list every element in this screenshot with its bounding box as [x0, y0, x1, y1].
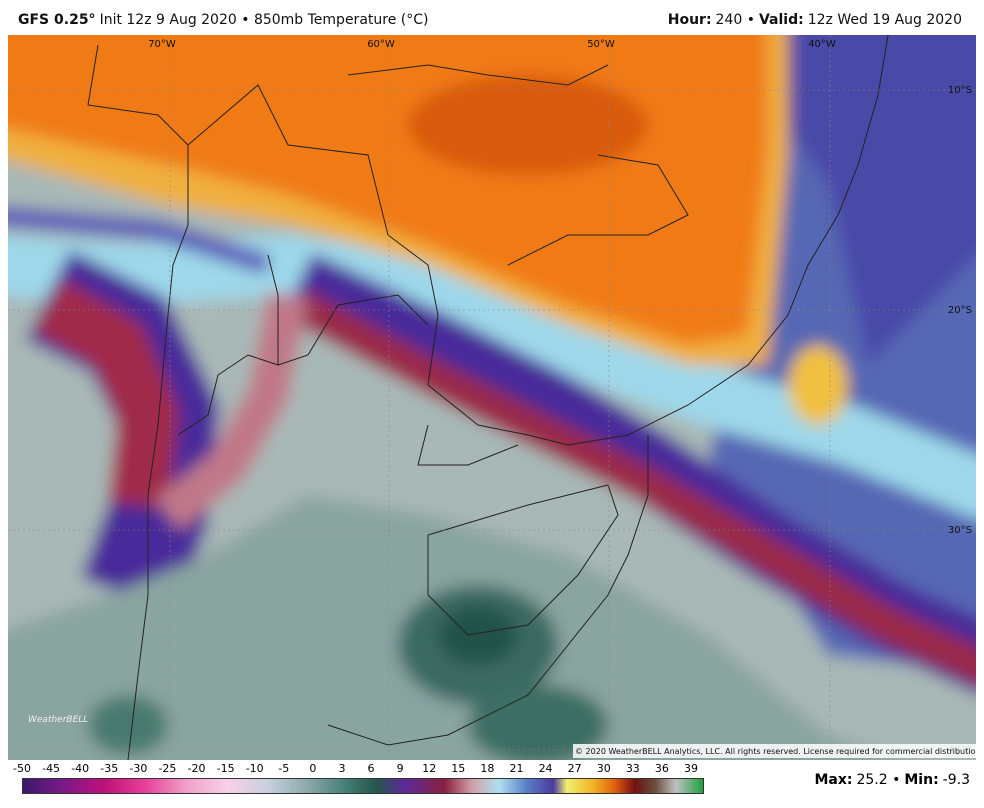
colorbar-label: 21	[509, 762, 524, 775]
colorbar-label: 39	[684, 762, 698, 775]
colorbar-label: 27	[567, 762, 582, 775]
header-text: 240 •	[715, 12, 755, 28]
lon-label: 60°W	[367, 39, 395, 50]
lon-label: 40°W	[808, 39, 836, 50]
colorbar-label: -30	[129, 762, 148, 775]
header-text: -9.3	[942, 772, 970, 788]
colorbar-label: -10	[245, 762, 264, 775]
colorbar-label: -45	[42, 762, 61, 775]
lon-label: 70°W	[148, 39, 176, 50]
stats: Max: 25.2 • Min: -9.3	[810, 772, 970, 788]
boundaries	[87, 35, 889, 760]
colorbar-labels: -50 -45 -40 -35 -30 -25 -20 -15 -10 -5 0 3 6 9 12 15 18 2…	[13, 762, 702, 776]
colorbar-label: 9	[396, 762, 404, 775]
header-text: 25.2 •	[856, 772, 901, 788]
colorbar-label: -35	[100, 762, 119, 775]
colorbar-label: 24	[538, 762, 553, 775]
watermark: WeatherBELL	[28, 715, 88, 725]
lon-labels: 70°W 60°W 50°W 40°W	[148, 39, 836, 50]
header-right: Hour: 240 • Valid: 12z Wed 19 Aug 2020	[668, 12, 966, 28]
header-text: 12z Wed 19 Aug 2020	[807, 12, 962, 28]
header-left: GFS 0.25° Init 12z 9 Aug 2020 • 850mb Tem…	[18, 12, 432, 28]
header-text: Min:	[904, 772, 939, 788]
header-text: Valid:	[758, 12, 804, 28]
lat-label: 30°S	[948, 525, 972, 536]
copyright-bg	[573, 744, 976, 758]
colorbar-label: -20	[187, 762, 206, 775]
colorbar-label: -5	[278, 762, 290, 775]
header-text: Init 12z 9 Aug 2020 • 850mb Temperature …	[99, 12, 429, 28]
copyright: © 2020 WeatherBELL Analytics, LLC. All r…	[575, 747, 976, 756]
colorbar-label: 12	[422, 762, 437, 775]
colorbar	[22, 778, 704, 794]
colorbar-label: 36	[654, 762, 669, 775]
colorbar-label: -40	[71, 762, 90, 775]
colorbar-label: 3	[338, 762, 346, 775]
colorbar-label: 33	[625, 762, 640, 775]
colorbar-label: 15	[451, 762, 466, 775]
header-text: Hour:	[667, 12, 712, 28]
colorbar-label: 18	[480, 762, 495, 775]
map: 70°W60°W50°W40°W 10°S20°S30°S40°S Weathe…	[8, 35, 976, 760]
colorbar-label: -50	[13, 762, 31, 775]
header-text: GFS 0.25°	[18, 12, 96, 28]
colorbar-label: 0	[309, 762, 317, 775]
colorbar-label: 30	[596, 762, 611, 775]
colorbar-label: 6	[367, 762, 375, 775]
lat-label: 20°S	[948, 305, 972, 316]
temperature-field	[8, 35, 976, 760]
header-text: Max:	[814, 772, 853, 788]
lat-label: 10°S	[948, 85, 972, 96]
lon-label: 50°W	[587, 39, 615, 50]
colorbar-label: -15	[216, 762, 235, 775]
colorbar-label: -25	[158, 762, 177, 775]
